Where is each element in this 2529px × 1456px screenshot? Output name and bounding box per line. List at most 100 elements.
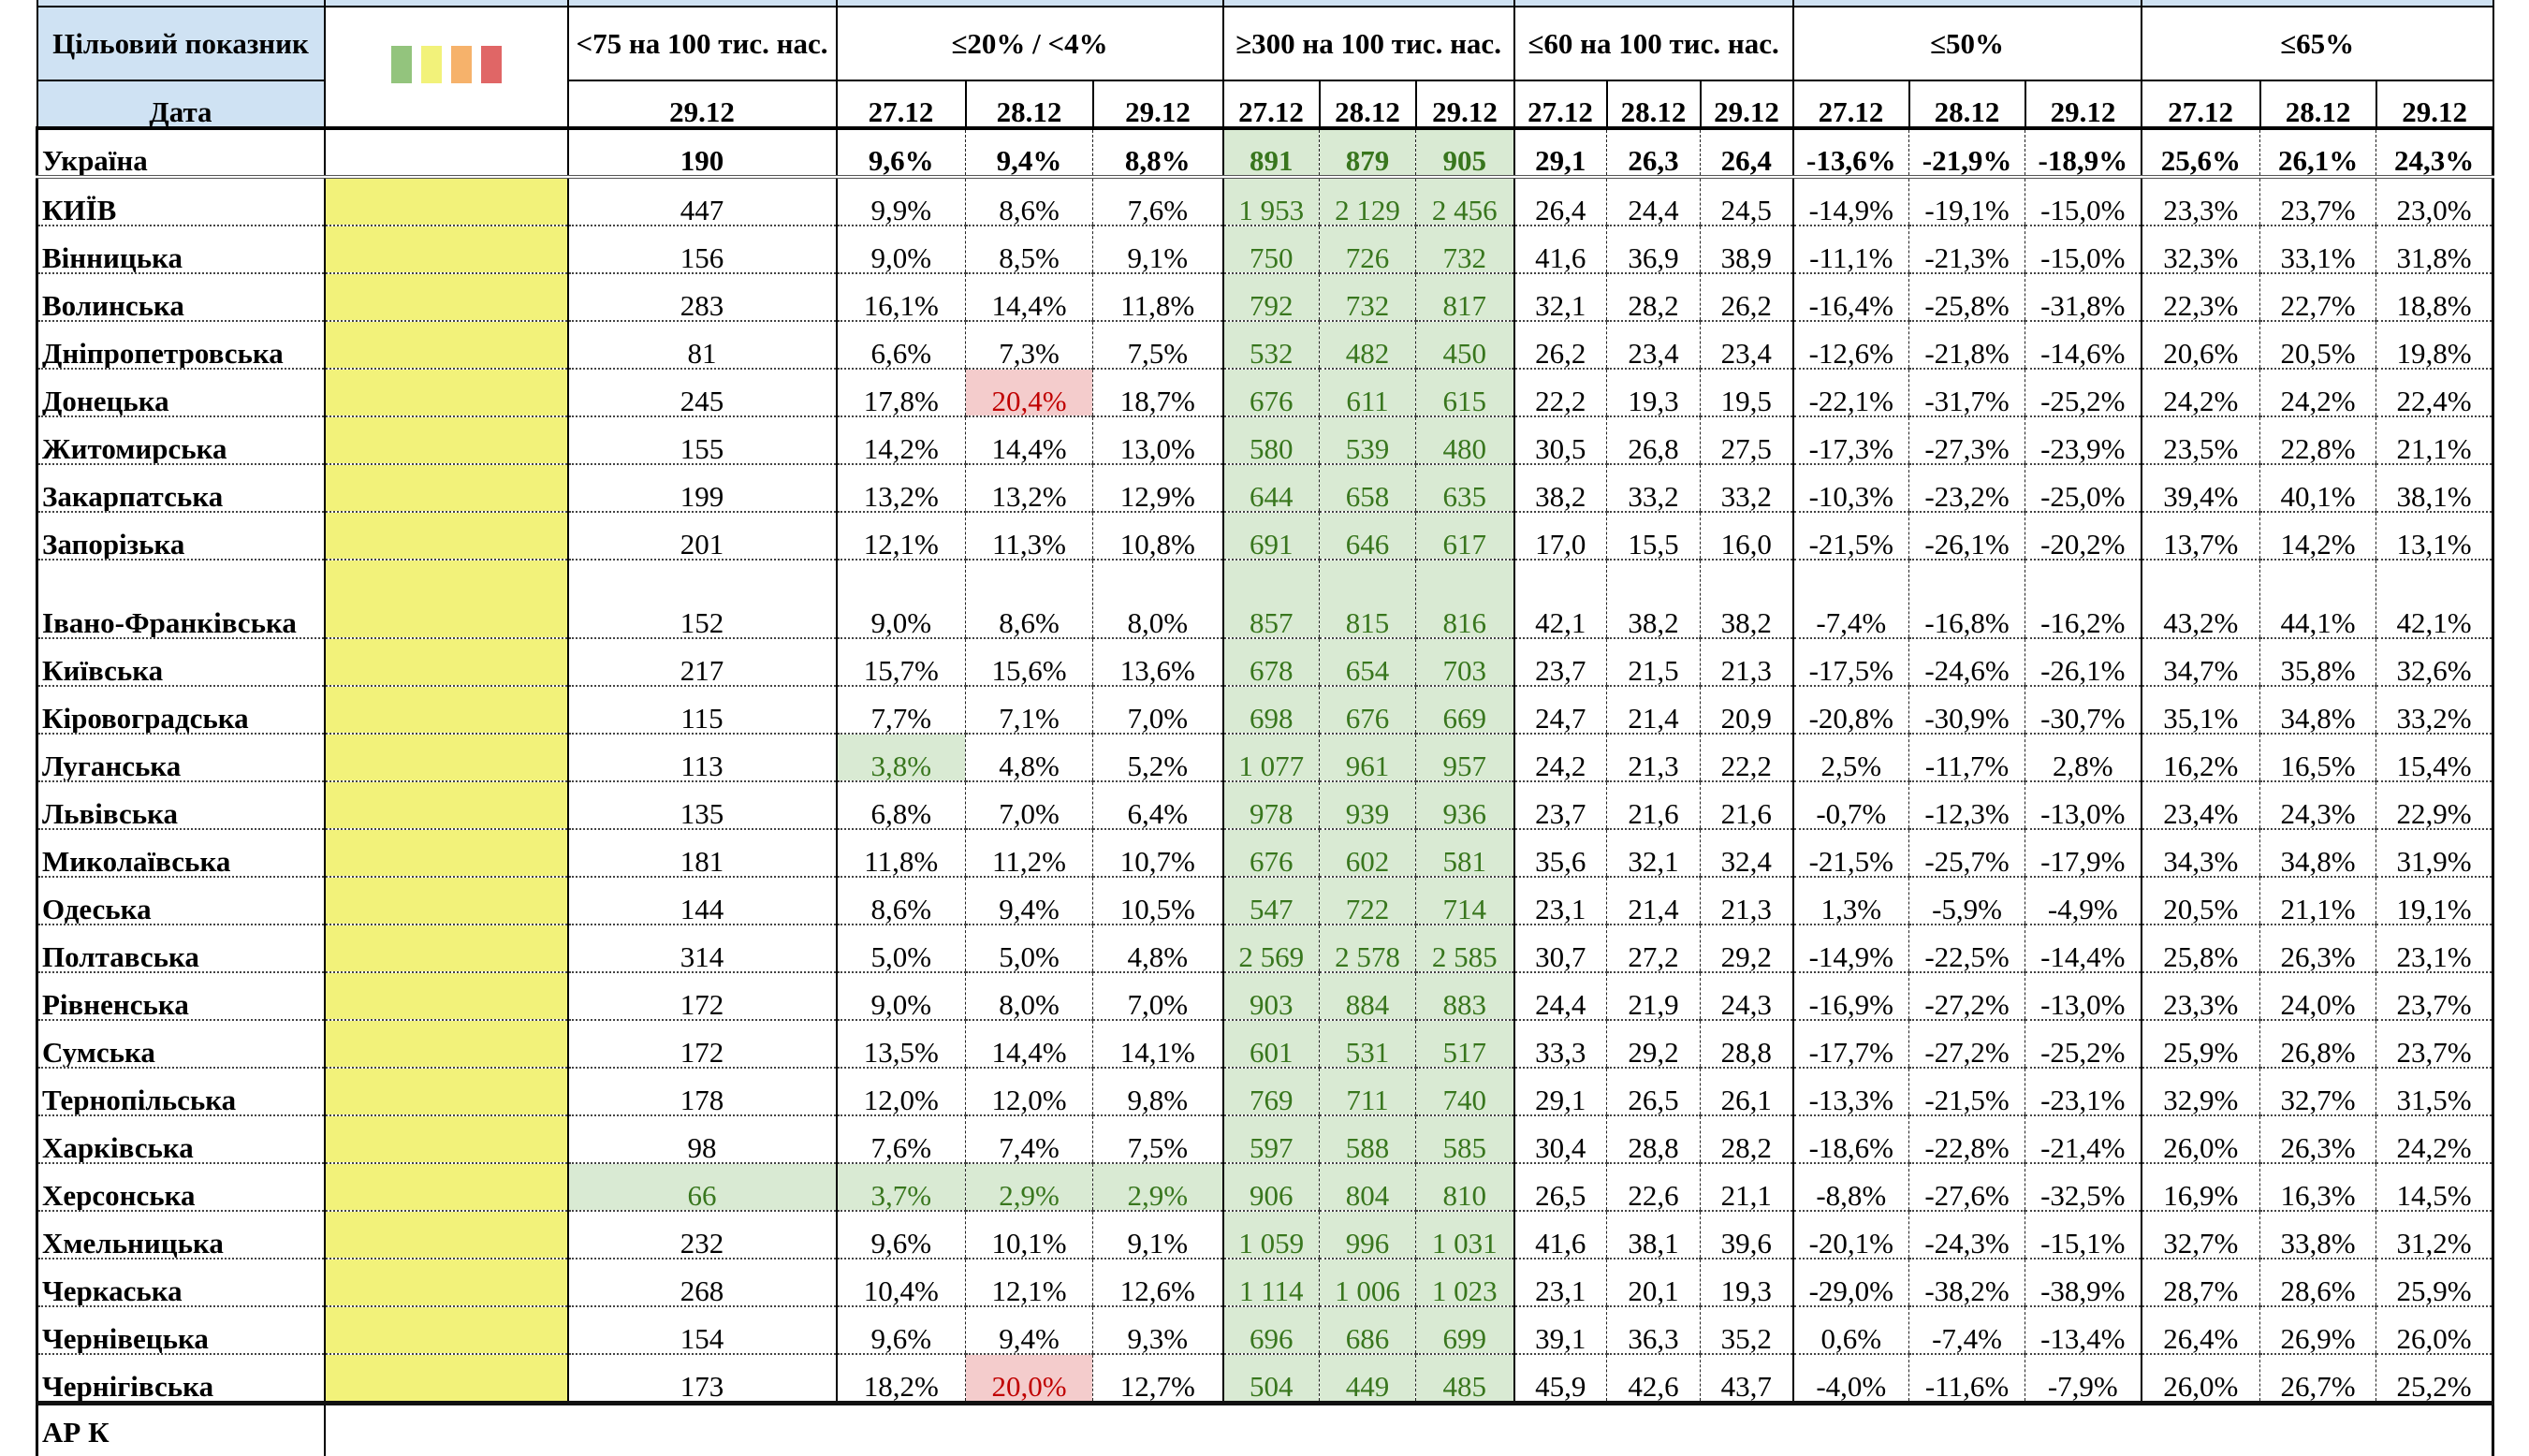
value-cell: 31,9% [2376,829,2493,877]
value-cell: 5,0% [966,925,1093,972]
value-cell: 580 [1223,416,1320,464]
value-cell: 34,7% [2142,638,2260,686]
status-cell [325,321,568,369]
value-cell: 0,6% [1793,1306,1909,1354]
value-cell: 676 [1320,686,1416,734]
value-cell: 26,7% [2260,1354,2376,1404]
value-cell: 22,8% [2260,416,2376,464]
value-cell: 21,6 [1701,781,1793,829]
value-cell: -13,0% [2025,972,2142,1020]
region-name: КИЇВ [37,177,325,226]
value-cell: 14,4% [966,416,1093,464]
value-cell: -17,9% [2025,829,2142,877]
value-cell: 3,7% [837,1163,966,1211]
region-name: АР К [37,1404,325,1456]
value-cell: 8,6% [837,877,966,925]
value-cell: -16,9% [1793,972,1909,1020]
value-cell: 26,4 [1701,128,1793,177]
value-cell: 23,7% [2260,177,2376,226]
value-cell: 283 [568,273,837,321]
header-cell-partial [837,0,1223,7]
date-label: Дата [37,80,325,128]
value-cell: 16,5% [2260,734,2376,781]
value-cell: 450 [1416,321,1514,369]
value-cell: 996 [1320,1211,1416,1259]
value-cell: 9,6% [837,1211,966,1259]
value-cell: 39,1 [1514,1306,1607,1354]
value-cell: 10,8% [1093,512,1223,560]
header-row-targets: Цільовий показник <75 на 100 тис. нас. ≤… [37,7,2493,80]
value-cell: 7,1% [966,686,1093,734]
value-cell: 22,2 [1701,734,1793,781]
value-cell: 26,3% [2260,925,2376,972]
value-cell: 17,8% [837,369,966,416]
value-cell: 9,4% [966,1306,1093,1354]
value-cell: 24,3% [2376,128,2493,177]
group-header: ≤20% / <4% [837,7,1223,80]
value-cell: -32,5% [2025,1163,2142,1211]
value-cell: -13,3% [1793,1068,1909,1115]
value-cell: 32,7% [2260,1068,2376,1115]
value-cell: 13,7% [2142,512,2260,560]
group-header: <75 на 100 тис. нас. [568,7,837,80]
value-cell: 883 [1416,972,1514,1020]
value-cell: 14,2% [2260,512,2376,560]
value-cell: 23,0% [2376,177,2493,226]
value-cell: 22,3% [2142,273,2260,321]
value-cell: 703 [1416,638,1514,686]
value-cell: -13,4% [2025,1306,2142,1354]
value-cell: 38,2 [1607,560,1701,638]
value-cell: 9,4% [966,877,1093,925]
value-cell: 7,0% [1093,686,1223,734]
value-cell: -23,2% [1909,464,2025,512]
value-cell: 13,2% [837,464,966,512]
region-name: Харківська [37,1115,325,1163]
value-cell: -22,1% [1793,369,1909,416]
value-cell: 181 [568,829,837,877]
status-cell [325,1211,568,1259]
value-cell: 39,6 [1701,1211,1793,1259]
value-cell: -12,6% [1793,321,1909,369]
value-cell: 531 [1320,1020,1416,1068]
value-cell: 732 [1320,273,1416,321]
value-cell: -15,0% [2025,177,2142,226]
value-cell: 1 059 [1223,1211,1320,1259]
region-name: Житомирська [37,416,325,464]
region-name: Луганська [37,734,325,781]
value-cell: 22,6 [1607,1163,1701,1211]
value-cell: 20,5% [2260,321,2376,369]
value-cell: 1 953 [1223,177,1320,226]
value-cell: 35,2 [1701,1306,1793,1354]
value-cell: 635 [1416,464,1514,512]
value-cell: 17,0 [1514,512,1607,560]
value-cell: 19,1% [2376,877,2493,925]
value-cell: 21,1 [1701,1163,1793,1211]
value-cell: 654 [1320,638,1416,686]
value-cell: 22,2 [1514,369,1607,416]
value-cell: 11,8% [837,829,966,877]
value-cell: 539 [1320,416,1416,464]
value-cell: 29,1 [1514,1068,1607,1115]
region-name: Хмельницька [37,1211,325,1259]
status-cell [325,686,568,734]
value-cell: -30,9% [1909,686,2025,734]
value-cell: -7,4% [1909,1306,2025,1354]
header-cell-partial [325,0,568,7]
value-cell: 2,5% [1793,734,1909,781]
value-cell: 10,5% [1093,877,1223,925]
value-cell: 30,7 [1514,925,1607,972]
value-cell: -24,6% [1909,638,2025,686]
value-cell: 8,0% [1093,560,1223,638]
value-cell: 115 [568,686,837,734]
value-cell: 20,6% [2142,321,2260,369]
value-cell: -4,0% [1793,1354,1909,1404]
value-cell: 8,5% [966,226,1093,273]
value-cell: 7,4% [966,1115,1093,1163]
value-cell: -25,0% [2025,464,2142,512]
value-cell: 18,2% [837,1354,966,1404]
